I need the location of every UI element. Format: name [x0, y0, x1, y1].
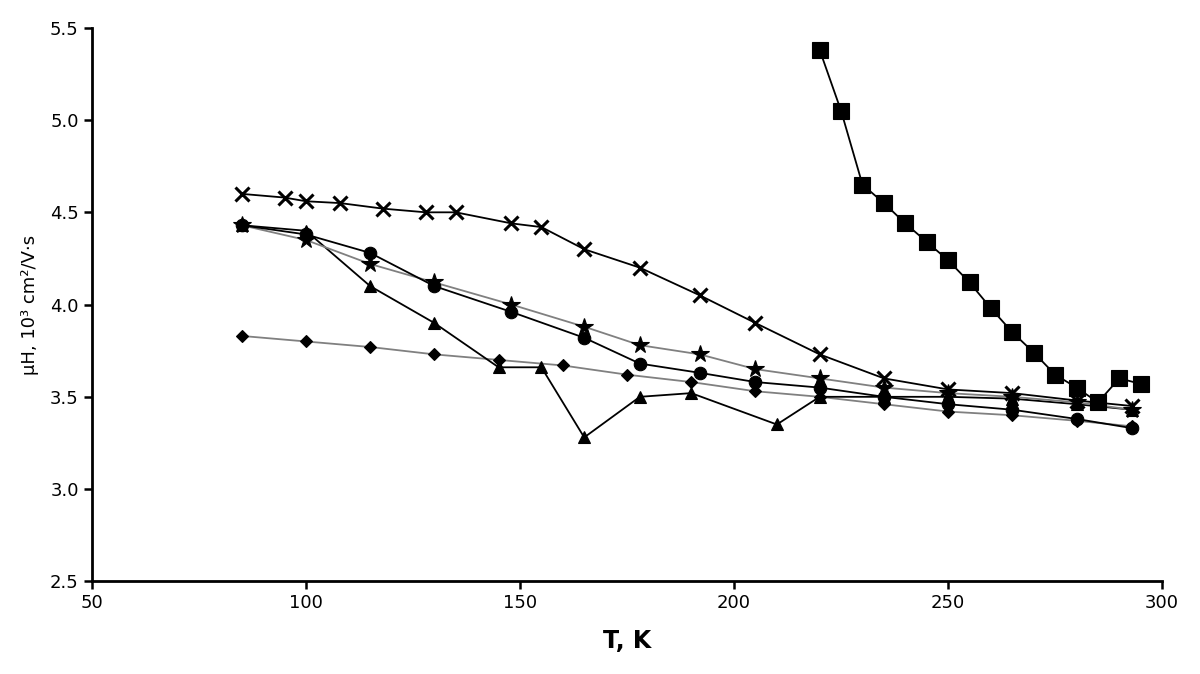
X-axis label: T, K: T, K: [602, 629, 652, 653]
Y-axis label: μH, 10³ cm²/V·s: μH, 10³ cm²/V·s: [20, 235, 38, 375]
